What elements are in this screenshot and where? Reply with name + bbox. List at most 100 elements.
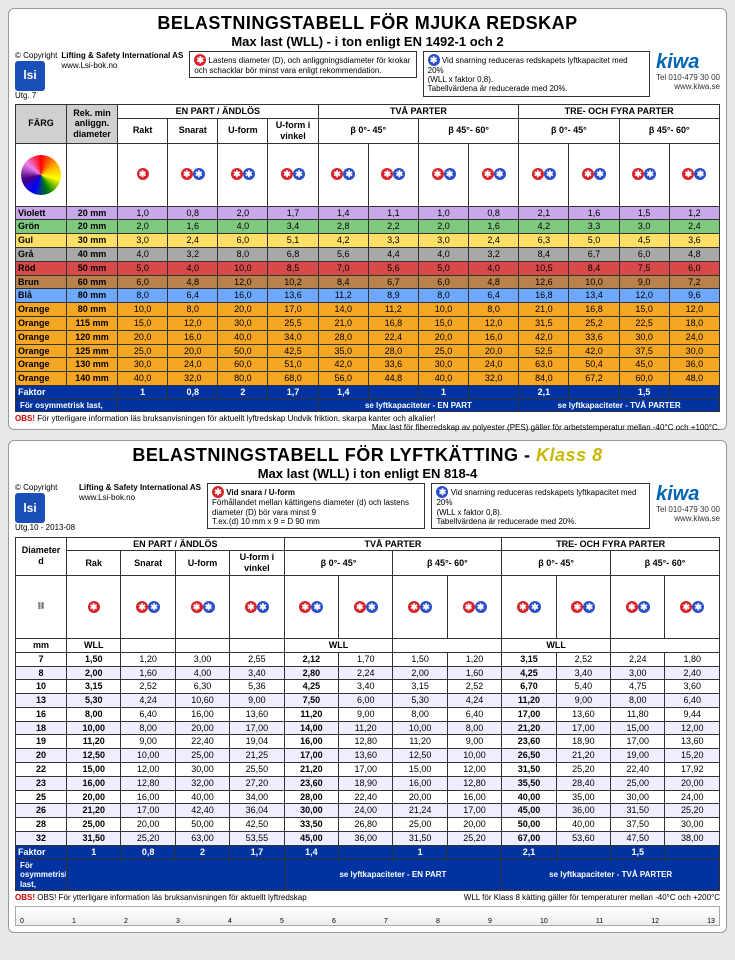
table-row: 71,501,203,002,552,121,701,501,203,152,5… [16, 652, 720, 666]
copyright-2: © Copyright [15, 483, 75, 493]
ruler-mark: 9 [488, 918, 492, 925]
note-red-2: ✱ Vid snara / U-form Förhållandet mellan… [207, 483, 425, 529]
table-row: Grå40 mm4,03,28,06,85,64,44,03,28,46,76,… [16, 247, 720, 261]
table-mjuka: FÄRG Rek. min anliggn. diameter EN PART … [15, 104, 720, 412]
faktor-row-2: Faktor10,821,71,412,11,5 [16, 845, 720, 859]
star-blue-icon: ✱ [428, 54, 440, 66]
card1-subtitle: Max last (WLL) - i ton enligt EN 1492-1 … [15, 34, 720, 49]
sub-b045-2a: β 0°- 45° [284, 551, 393, 576]
table-row: Gul30 mm3,02,46,05,14,23,33,02,46,35,04,… [16, 234, 720, 248]
sub-b045-a: β 0°- 45° [318, 118, 418, 143]
sub-snarat: Snarat [168, 118, 218, 143]
kiwa-logo: kiwa [656, 51, 720, 74]
chain-diagram-icon: ✱✱ [502, 575, 556, 638]
table-row: 103,152,526,305,364,253,403,152,526,705,… [16, 680, 720, 694]
obs-right-2: WLL för Klass 8 kätting gäller för tempe… [464, 893, 720, 902]
obs-text: För ytterligare information läs bruksanv… [37, 414, 435, 423]
obs-row-2: OBS! OBS! För ytterligare information lä… [15, 893, 720, 902]
ruler-mark: 1 [72, 918, 76, 925]
company-name-2: Lifting & Safety International AS [79, 483, 201, 492]
hdr-tva-2: TVÅ PARTER [284, 537, 502, 551]
table-row: Orange140 mm40,032,080,068,056,044,840,0… [16, 372, 720, 386]
table-row: 168,006,4016,0013,6011,209,008,006,4017,… [16, 707, 720, 721]
hdr-enpart-2: EN PART / ÄNDLÖS [67, 537, 285, 551]
table-row: Violett20 mm1,00,82,01,71,41,11,00,82,11… [16, 206, 720, 220]
sub-b045-2b: β 0°- 45° [502, 551, 611, 576]
sub-b4560-2a: β 45°- 60° [393, 551, 502, 576]
company-url-2: www.Lsi-bok.no [79, 493, 135, 502]
sub-uform-2: U-form [175, 551, 229, 576]
copyright: © Copyright [15, 51, 57, 61]
note-purple-l3: Tabellvärdena är reducerade med 20%. [428, 84, 568, 93]
klass8: Klass 8 [536, 445, 603, 465]
wll-row: mmWLLWLLWLL [16, 638, 720, 652]
sub-b045-b: β 0°- 45° [519, 118, 619, 143]
card2-title: BELASTNINGSTABELL FÖR LYFTKÄTTING - Klas… [15, 445, 720, 466]
foot-right-2: se lyftkapaciteter - TVÅ PARTER [502, 859, 720, 891]
chain-diagram-icon: ✱✱ [556, 575, 610, 638]
kiwa-url-2: www.kiwa.se [656, 515, 720, 524]
sling-diagram-icon: ✱✱ [168, 143, 218, 206]
company-url: www.Lsi-bok.no [61, 61, 117, 70]
chain-diagram-icon: ✱✱ [447, 575, 501, 638]
hdr-tre: TRE- OCH FYRA PARTER [519, 105, 720, 119]
lsi-logo-icon: lsi [15, 61, 45, 91]
sub-b4560-a: β 45°- 60° [418, 118, 518, 143]
obs-text-2: OBS! För ytterligare information läs bru… [37, 893, 306, 902]
sub-snarat-2: Snarat [121, 551, 175, 576]
card2-title-text: BELASTNINGSTABELL FÖR LYFTKÄTTING - [132, 445, 536, 465]
note-purple-l1: Vid snarning reduceras redskapets lyftka… [428, 56, 628, 75]
utg-2: Utg.10 - 2013-08 [15, 523, 75, 533]
chain-diagram-icon: ✱✱ [339, 575, 393, 638]
card2-subtitle: Max last (WLL) i ton enligt EN 818-4 [15, 466, 720, 481]
table-row: 2316,0012,8032,0027,2023,6018,9016,0012,… [16, 776, 720, 790]
ruler-mark: 12 [651, 918, 659, 925]
table-row: 2215,0012,0030,0025,5021,2017,0015,0012,… [16, 763, 720, 777]
sub-rak-2: Rak [67, 551, 121, 576]
star-blue-icon-2: ✱ [436, 486, 448, 498]
chain-diagram-icon: ✱✱ [393, 575, 447, 638]
faktor-row: Faktor10,821,71,412,11,5 [16, 385, 720, 399]
table-katting: Diameter d EN PART / ÄNDLÖS TVÅ PARTER T… [15, 537, 720, 892]
ruler-mark: 7 [384, 918, 388, 925]
foot-right: se lyftkapaciteter - TVÅ PARTER [519, 399, 720, 412]
table-row: Orange125 mm25,020,050,042,535,028,025,0… [16, 344, 720, 358]
utg: Utg. 7 [15, 91, 57, 101]
ruler-mark: 8 [436, 918, 440, 925]
table-row: Blå80 mm8,06,416,013,611,28,98,06,416,81… [16, 289, 720, 303]
ruler-mark: 3 [176, 918, 180, 925]
ruler-mark: 6 [332, 918, 336, 925]
note-purple-2: ✱ Vid snarning reduceras redskapets lyft… [431, 483, 649, 529]
note-purple-l2: (WLL x faktor 0,8). [428, 75, 494, 84]
ruler-mark: 13 [707, 918, 715, 925]
sling-diagram-icon: ✱✱ [368, 143, 418, 206]
table-row: Orange130 mm30,024,060,051,042,033,630,0… [16, 358, 720, 372]
lsi-logo-icon-2: lsi [15, 493, 45, 523]
note-purple2-l2: (WLL x faktor 0,8). [436, 508, 502, 517]
table-row: Orange80 mm10,08,020,017,014,011,210,08,… [16, 303, 720, 317]
sub-b4560-b: β 45°- 60° [619, 118, 719, 143]
kiwa-block-2: kiwa Tel 010-479 30 00 www.kiwa.se [656, 483, 720, 524]
note-purple: ✱ Vid snarning reduceras redskapets lyft… [423, 51, 650, 97]
sling-diagram-icon: ✱✱ [469, 143, 519, 206]
chain-diagram-icon: ✱✱ [284, 575, 338, 638]
table-row: 3231,5025,2063,0053,5545,0036,0031,5025,… [16, 832, 720, 846]
hdr-tre-2: TRE- OCH FYRA PARTER [502, 537, 720, 551]
table-row: Orange115 mm15,012,030,025,521,016,815,0… [16, 316, 720, 330]
company-block-2: © Copyright lsi Utg.10 - 2013-08 Lifting… [15, 483, 201, 532]
card1-header: © Copyright lsi Utg. 7 Lifting & Safety … [15, 51, 720, 100]
ruler-mark: 2 [124, 918, 128, 925]
table-row: 2825,0020,0050,0042,5033,5026,8025,0020,… [16, 818, 720, 832]
foot-mid-2: se lyftkapaciteter - EN PART [284, 859, 502, 891]
table-row: Grön20 mm2,01,64,03,42,82,22,01,64,23,33… [16, 220, 720, 234]
chain-diagram-icon: ✱ [67, 575, 121, 638]
kiwa-block: kiwa Tel 010-479 30 00 www.kiwa.se [656, 51, 720, 92]
ruler-mark: 10 [540, 918, 548, 925]
note-purple2-l1: Vid snarning reduceras redskapets lyftka… [436, 488, 636, 507]
foot-left: För osymmetrisk last, [16, 399, 118, 412]
sling-diagram-icon: ✱✱ [268, 143, 318, 206]
table-row: 135,304,2410,609,007,506,005,304,2411,20… [16, 694, 720, 708]
sub-uformv-2: U-form i vinkel [230, 551, 284, 576]
obs-row: OBS! För ytterligare information läs bru… [15, 414, 720, 423]
obs-right: Max last för fiberredskap av polyester (… [372, 423, 720, 432]
